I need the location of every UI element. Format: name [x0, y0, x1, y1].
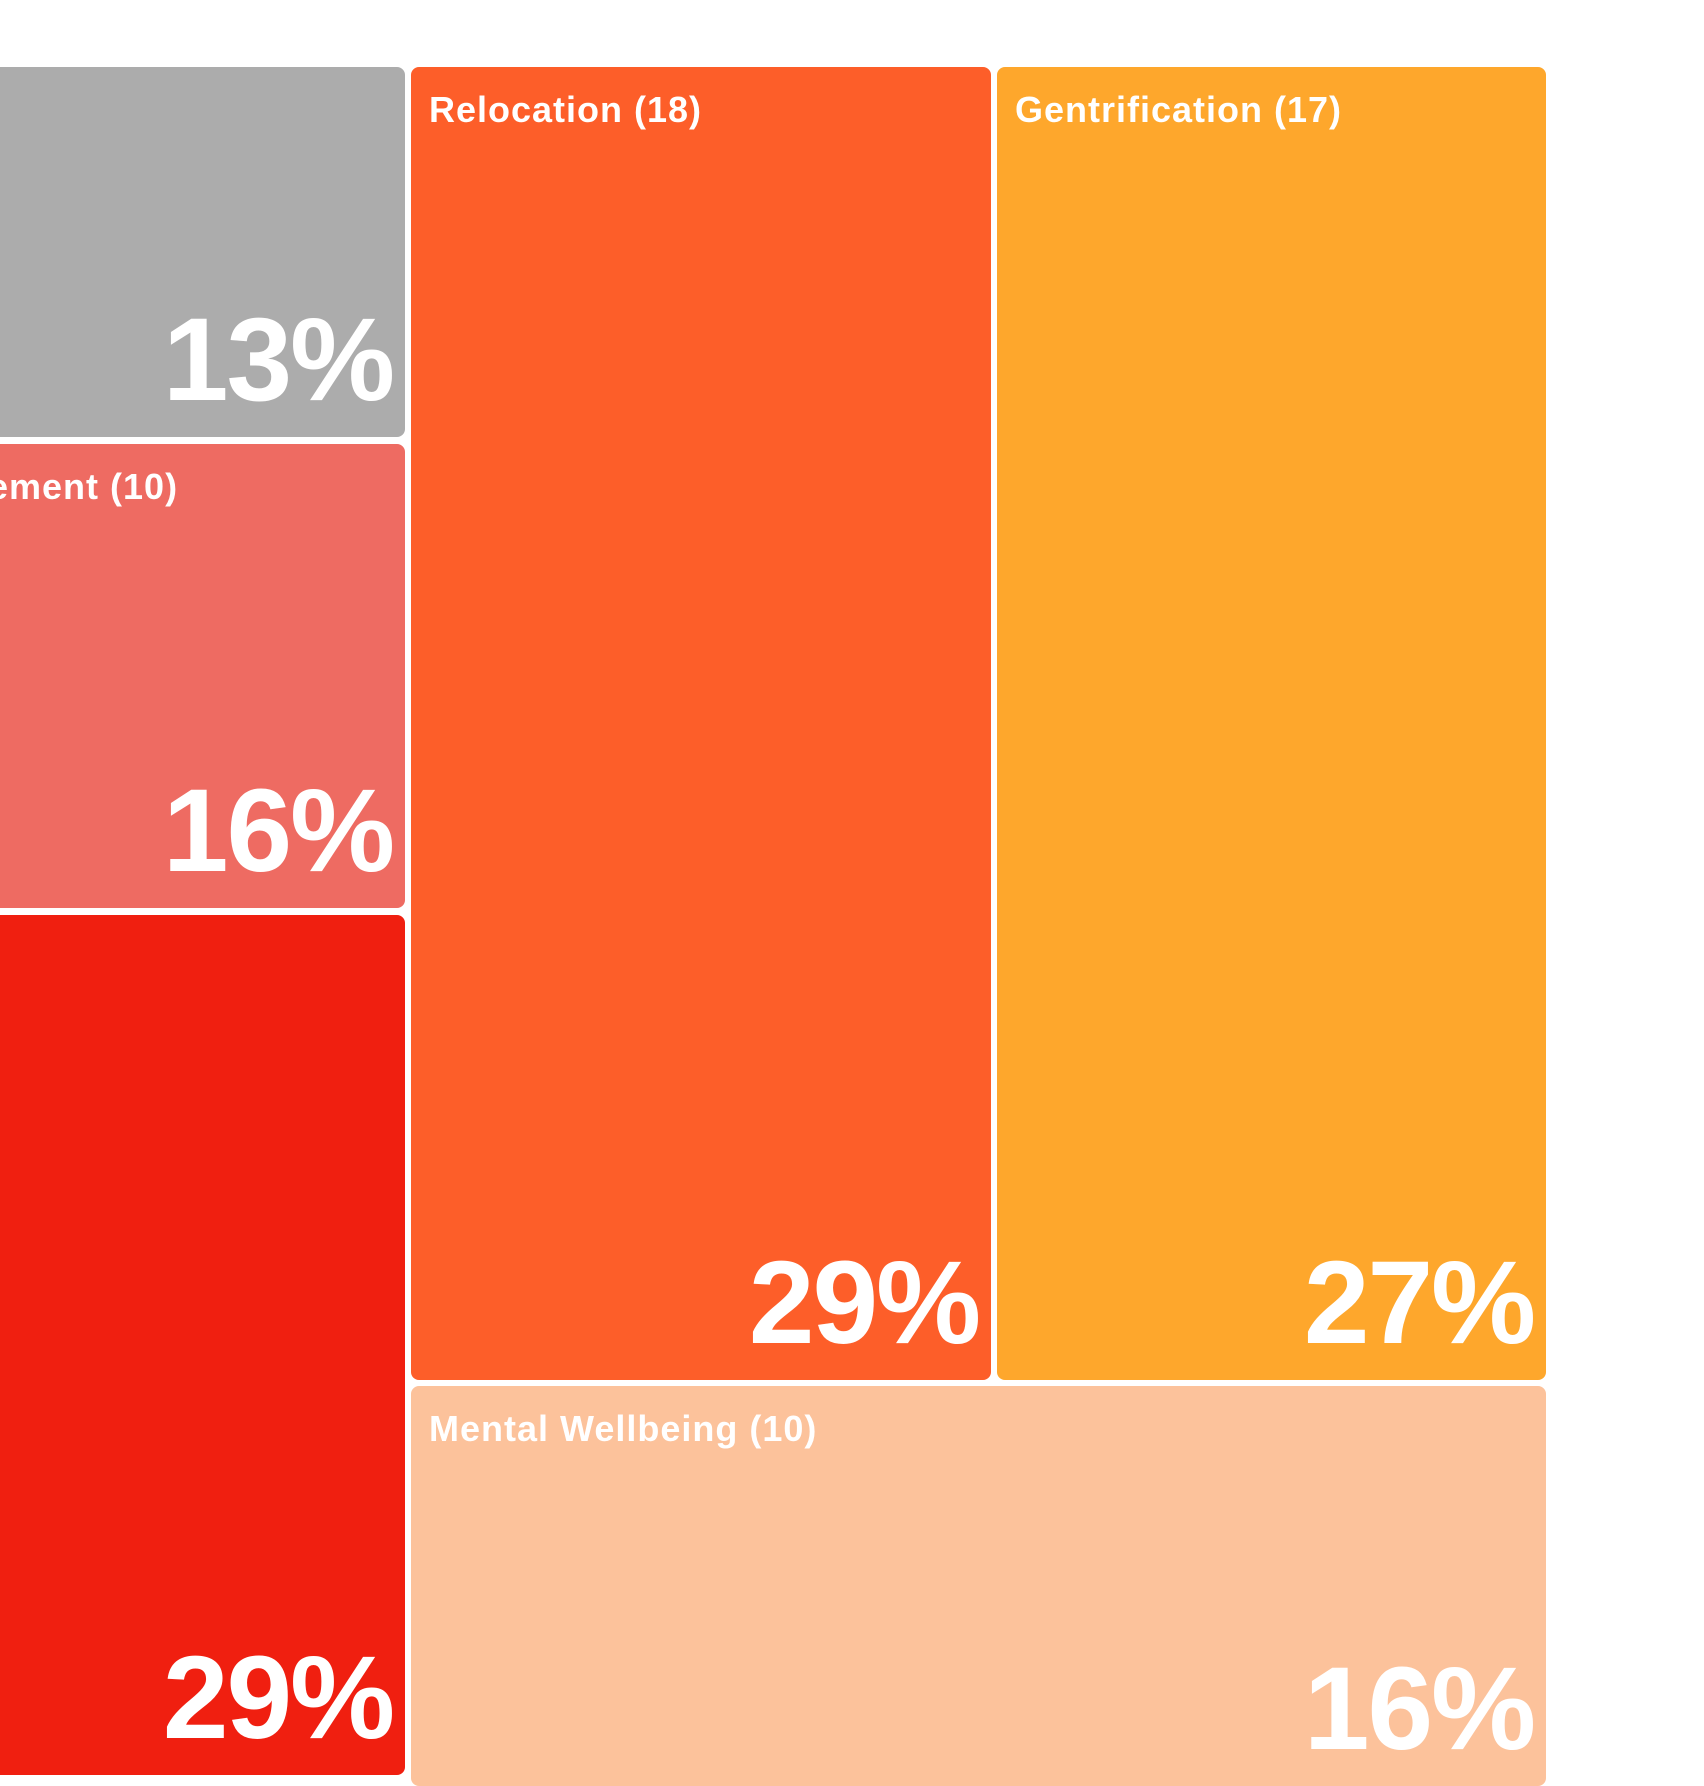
- treemap-tile: ement (10) 16%: [0, 444, 405, 908]
- tile-label: ement (10): [0, 466, 179, 507]
- tile-percent: 16%: [162, 765, 395, 897]
- tile-percent: 16%: [1303, 1643, 1536, 1775]
- treemap-tile: Gentrification (17) 27%: [997, 67, 1546, 1380]
- treemap-tile: Mental Wellbeing (10) 16%: [411, 1386, 1546, 1786]
- tile-label: Mental Wellbeing (10): [429, 1408, 818, 1449]
- treemap-tile: Relocation (18) 29%: [411, 67, 991, 1380]
- treemap-tile: 13%: [0, 67, 405, 437]
- tile-label: Relocation (18): [429, 89, 703, 130]
- treemap-tile: 29%: [0, 915, 405, 1775]
- tile-percent: 13%: [162, 294, 395, 426]
- tile-percent: 27%: [1303, 1237, 1536, 1369]
- tile-percent: 29%: [748, 1237, 981, 1369]
- tile-label: Gentrification (17): [1015, 89, 1343, 130]
- tile-percent: 29%: [162, 1632, 395, 1764]
